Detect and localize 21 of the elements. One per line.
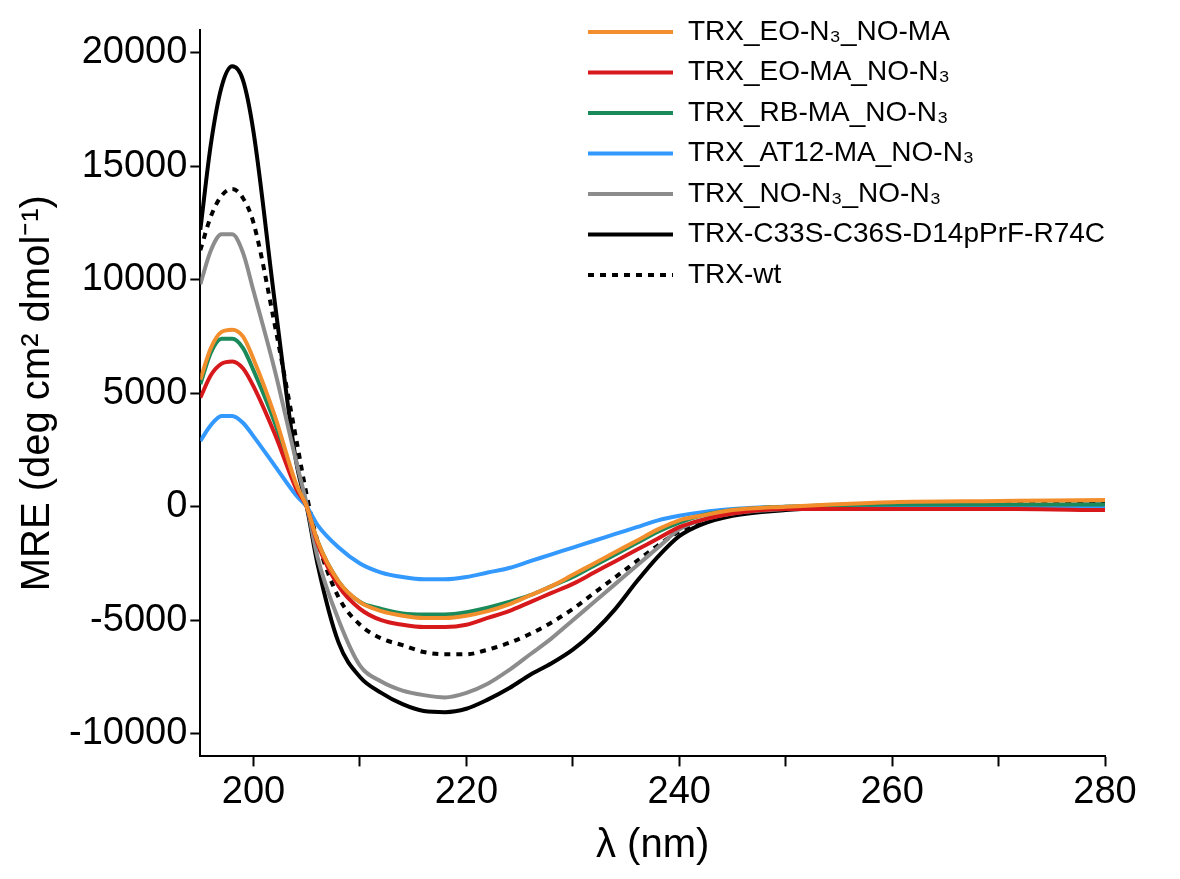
y-tick-label: 10000 xyxy=(81,256,188,299)
legend-label: TRX_RB-MA_NO-N₃ xyxy=(687,95,949,127)
y-tick-label: -10000 xyxy=(69,710,188,753)
legend-label: TRX_EO-N₃_NO-MA xyxy=(687,14,951,46)
y-tick-label: 20000 xyxy=(81,29,188,72)
x-tick-label: 200 xyxy=(221,768,286,811)
y-tick-label: -5000 xyxy=(90,596,188,639)
x-tick-label: 280 xyxy=(1073,768,1137,811)
x-tick-label: 260 xyxy=(860,768,924,811)
legend-label: TRX_EO-MA_NO-N₃ xyxy=(687,55,950,87)
y-tick-label: 15000 xyxy=(81,142,188,185)
x-axis-title: λ (nm) xyxy=(596,821,710,866)
legend-label: TRX_NO-N₃_NO-N₃ xyxy=(687,176,942,208)
y-tick-label: 5000 xyxy=(102,369,188,412)
y-axis-title: MRE (deg cm² dmol⁻¹) xyxy=(13,195,58,592)
legend-label: TRX_AT12-MA_NO-N₃ xyxy=(687,136,975,168)
x-tick-label: 240 xyxy=(647,768,711,811)
legend-label: TRX-C33S-C36S-D14pPrF-R74C xyxy=(687,217,1106,249)
x-tick-label: 220 xyxy=(434,768,499,811)
y-tick-label: 0 xyxy=(166,483,188,526)
legend-label: TRX-wt xyxy=(687,257,782,289)
